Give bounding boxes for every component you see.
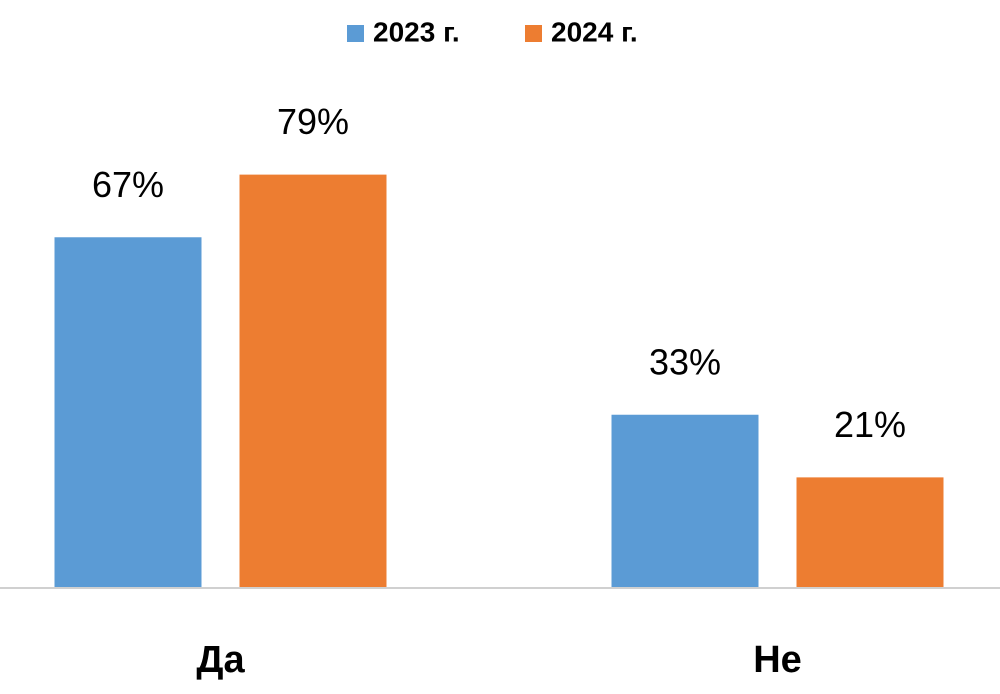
legend-label: 2024 г. xyxy=(551,16,638,47)
legend-swatch xyxy=(525,25,542,42)
bar xyxy=(611,414,759,587)
bar xyxy=(796,477,944,587)
legend-swatch xyxy=(347,25,364,42)
bar xyxy=(239,174,387,587)
x-tick-label: Да xyxy=(196,639,245,681)
legend-label: 2023 г. xyxy=(373,16,460,47)
bar xyxy=(54,237,202,587)
value-label: 67% xyxy=(92,164,164,205)
value-label: 79% xyxy=(277,101,349,142)
value-label: 33% xyxy=(649,341,721,382)
value-label: 21% xyxy=(834,404,906,445)
x-tick-label: Не xyxy=(753,639,802,681)
